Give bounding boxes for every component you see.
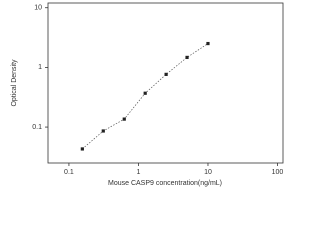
y-axis-label: Optical Density bbox=[11, 59, 18, 107]
data-point bbox=[122, 117, 126, 121]
x-axis-label: Mouse CASP9 concentration(ng/mL) bbox=[108, 180, 222, 187]
data-point bbox=[185, 55, 189, 60]
data-point bbox=[164, 72, 168, 76]
y-tick-label: 10 bbox=[34, 5, 42, 12]
data-point bbox=[80, 147, 84, 151]
y-tick-label: 0.1 bbox=[32, 124, 42, 131]
fit-line bbox=[82, 43, 209, 150]
data-point bbox=[101, 129, 105, 133]
y-tick-label: 1 bbox=[38, 64, 42, 71]
plot-frame bbox=[47, 2, 284, 164]
data-point bbox=[143, 91, 147, 95]
x-tick-label: 0.1 bbox=[64, 169, 74, 176]
data-point bbox=[206, 41, 210, 46]
x-tick-label: 1 bbox=[136, 169, 140, 176]
x-tick-label: 10 bbox=[204, 169, 212, 176]
chart: Mouse CASP9 concentration(ng/mL) Optical… bbox=[11, 2, 284, 187]
x-tick-label: 100 bbox=[272, 169, 284, 176]
